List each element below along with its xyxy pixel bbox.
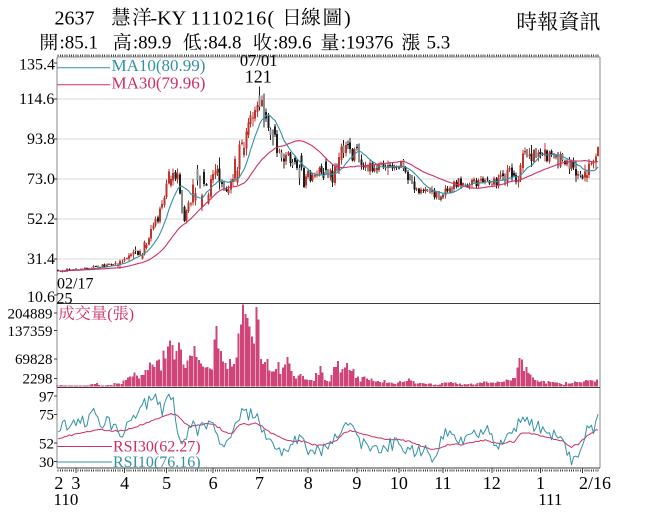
svg-text:30: 30 xyxy=(39,455,54,471)
svg-text:2/16: 2/16 xyxy=(579,473,611,493)
svg-text:-KY: -KY xyxy=(151,8,187,30)
svg-text:69828: 69828 xyxy=(15,352,53,368)
svg-text:31.4: 31.4 xyxy=(27,251,55,268)
svg-text:73.0: 73.0 xyxy=(27,171,55,188)
svg-text:6: 6 xyxy=(209,473,218,493)
svg-text:52: 52 xyxy=(39,436,54,452)
svg-text:): ) xyxy=(129,306,134,323)
svg-text:52.2: 52.2 xyxy=(27,211,55,228)
svg-text:2: 2 xyxy=(54,473,63,493)
svg-text::85.1: :85.1 xyxy=(60,33,99,54)
svg-text:93.8: 93.8 xyxy=(27,131,55,148)
svg-text:5: 5 xyxy=(162,473,171,493)
svg-text:3: 3 xyxy=(71,473,80,493)
svg-text:1110216(: 1110216( xyxy=(191,8,276,30)
svg-text:137359: 137359 xyxy=(8,324,53,340)
svg-text:7: 7 xyxy=(255,473,264,493)
svg-text:204889: 204889 xyxy=(8,307,53,323)
svg-text:111: 111 xyxy=(538,490,562,509)
svg-text:10: 10 xyxy=(390,473,408,493)
svg-text:97: 97 xyxy=(39,390,55,406)
svg-text:25: 25 xyxy=(57,291,73,308)
svg-text:135.4: 135.4 xyxy=(19,57,55,74)
svg-text:MA30(79.96): MA30(79.96) xyxy=(112,73,206,92)
svg-text:114.6: 114.6 xyxy=(19,91,54,108)
svg-text:07/01: 07/01 xyxy=(240,51,278,70)
svg-text:110: 110 xyxy=(54,490,79,509)
svg-text::89.6: :89.6 xyxy=(273,33,312,54)
svg-text:02/17: 02/17 xyxy=(57,275,93,292)
svg-text:121: 121 xyxy=(245,67,272,87)
svg-text:5.3: 5.3 xyxy=(427,33,451,54)
svg-text:): ) xyxy=(344,8,351,30)
svg-text:11: 11 xyxy=(434,473,451,493)
svg-text:MA10(80.99): MA10(80.99) xyxy=(112,56,206,75)
svg-text:8: 8 xyxy=(304,473,313,493)
svg-text:4: 4 xyxy=(120,473,129,493)
svg-text:12: 12 xyxy=(483,473,501,493)
svg-text::19376: :19376 xyxy=(341,33,394,54)
svg-text::89.9: :89.9 xyxy=(133,33,172,54)
svg-text:75: 75 xyxy=(39,408,54,424)
svg-text:2637: 2637 xyxy=(55,8,95,30)
svg-text::84.8: :84.8 xyxy=(203,33,242,54)
svg-text:1: 1 xyxy=(536,473,545,493)
svg-text:10.6: 10.6 xyxy=(27,289,55,306)
svg-text:2298: 2298 xyxy=(23,372,53,388)
svg-text:RSI30(62.27): RSI30(62.27) xyxy=(113,439,201,456)
svg-text:(: ( xyxy=(107,306,112,323)
svg-text:9: 9 xyxy=(352,473,361,493)
svg-text:RSI10(76.16): RSI10(76.16) xyxy=(113,454,201,471)
